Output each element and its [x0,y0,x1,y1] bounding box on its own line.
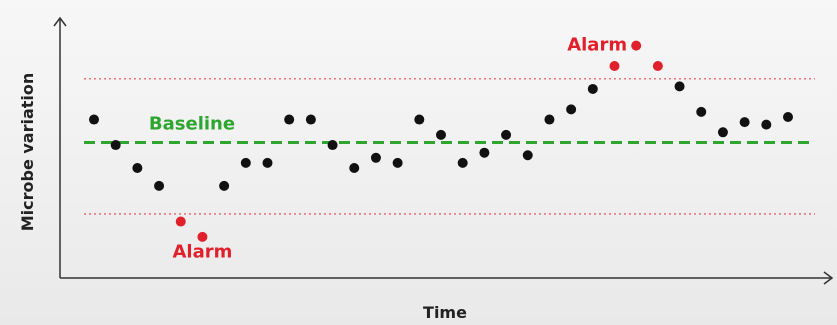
data-point [674,81,685,92]
axes [53,16,834,285]
data-point [631,40,642,51]
y-axis-title: Microbe variation [18,73,37,232]
data-point [284,114,295,125]
data-point [652,61,663,71]
data-point [739,117,750,128]
data-point [696,106,707,117]
data-point [783,112,793,122]
data-point [89,114,99,125]
data-point [566,104,577,115]
data-point [761,119,772,130]
baseline-label: Baseline [149,114,235,135]
data-point [414,114,425,125]
data-point [479,147,490,158]
alarm-label: Alarm [172,241,232,262]
data-point [349,163,360,173]
y-axis-arrow [53,16,67,27]
annotations: Alarm Alarm [172,35,627,263]
data-point [132,163,143,173]
data-point [501,129,512,140]
data-point [154,180,165,191]
data-point [522,150,533,161]
data-point [110,140,121,151]
data-point [327,140,338,151]
data-point [436,129,446,140]
data-point [392,157,403,168]
alarm-label: Alarm [567,35,627,56]
control-limits [84,77,815,215]
data-point [717,127,728,138]
baseline: Baseline [84,114,815,144]
data-point [370,152,381,163]
data-points [89,40,793,242]
x-axis-title: Time [423,303,467,322]
data-point [175,216,186,227]
data-point [219,180,230,191]
data-point [262,157,273,168]
x-axis-arrow [823,271,834,285]
data-point [457,157,468,168]
data-point [197,231,208,242]
data-point [544,114,555,125]
data-point [305,114,316,125]
data-point [609,61,620,71]
data-point [240,157,251,168]
data-point [587,83,598,94]
